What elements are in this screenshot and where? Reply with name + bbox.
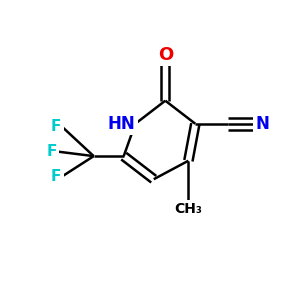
Text: O: O (158, 46, 173, 64)
Text: N: N (255, 115, 269, 133)
Text: HN: HN (107, 115, 135, 133)
Text: CH₃: CH₃ (175, 202, 202, 216)
Text: F: F (51, 118, 62, 134)
Text: F: F (46, 144, 57, 159)
Text: F: F (51, 169, 62, 184)
